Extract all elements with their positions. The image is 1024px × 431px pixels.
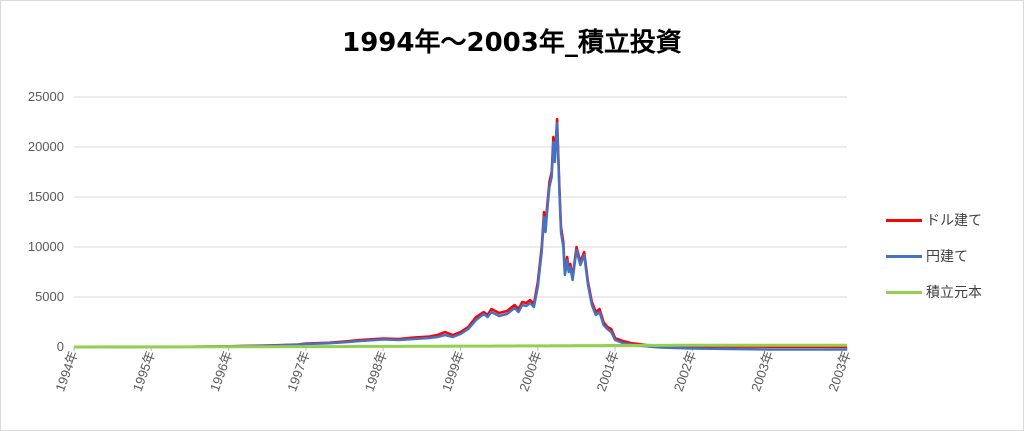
series-line-0 bbox=[74, 117, 848, 349]
x-tick-label-4: 1998年 bbox=[362, 349, 390, 394]
x-tick-label-10: 2003年 bbox=[825, 349, 853, 394]
series-line-2 bbox=[73, 343, 847, 349]
legend-swatch-usd bbox=[886, 218, 922, 222]
legend: ドル建て 円建て 積立元本 bbox=[886, 202, 982, 310]
legend-item-jpy: 円建て bbox=[886, 238, 982, 274]
x-tick-label-2: 1996年 bbox=[207, 349, 235, 394]
y-tick-label-25000: 25000 bbox=[28, 89, 64, 104]
x-tick-label-8: 2002年 bbox=[671, 349, 699, 394]
legend-label-usd: ドル建て bbox=[926, 213, 982, 229]
x-tick-label-9: 2003年 bbox=[748, 349, 776, 394]
x-tick-label-7: 2001年 bbox=[593, 349, 621, 394]
x-tick-label-5: 1999年 bbox=[439, 349, 467, 394]
x-tick-label-0: 1994年 bbox=[52, 349, 80, 394]
legend-item-principal: 積立元本 bbox=[886, 274, 982, 310]
legend-label-jpy: 円建て bbox=[926, 249, 968, 265]
x-tick-label-3: 1997年 bbox=[284, 349, 312, 394]
x-tick-label-1: 1995年 bbox=[130, 349, 158, 394]
y-tick-label-15000: 15000 bbox=[28, 189, 64, 204]
legend-label-principal: 積立元本 bbox=[926, 285, 982, 301]
chart-title: 1994年～2003年_積立投資 bbox=[342, 28, 682, 58]
series-line-1 bbox=[74, 121, 847, 351]
x-tick-label-6: 2000年 bbox=[516, 349, 544, 394]
legend-swatch-jpy bbox=[886, 254, 922, 258]
y-tick-label-10000: 10000 bbox=[28, 239, 64, 254]
y-tick-label-0: 0 bbox=[57, 339, 64, 354]
y-tick-label-5000: 5000 bbox=[35, 289, 64, 304]
y-tick-label-20000: 20000 bbox=[28, 139, 64, 154]
legend-item-usd: ドル建て bbox=[886, 202, 982, 238]
legend-swatch-principal bbox=[886, 290, 922, 294]
